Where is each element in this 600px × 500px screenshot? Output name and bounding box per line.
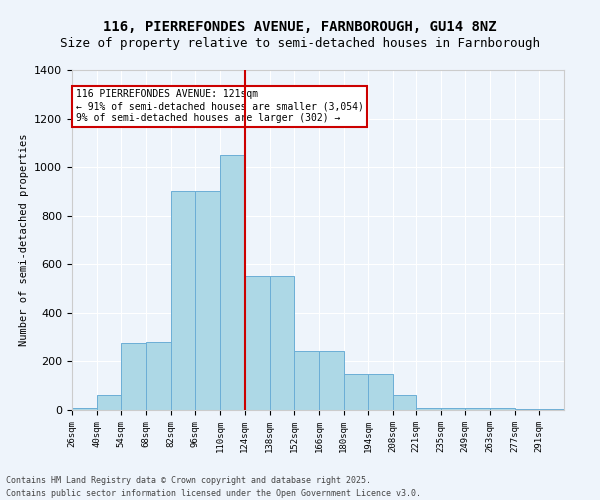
Text: Size of property relative to semi-detached houses in Farnborough: Size of property relative to semi-detach…: [60, 38, 540, 51]
Bar: [171, 192, 196, 410]
Bar: [146, 342, 171, 410]
Bar: [269, 276, 294, 410]
Bar: [416, 408, 440, 410]
Bar: [220, 155, 245, 410]
Text: Contains HM Land Registry data © Crown copyright and database right 2025.: Contains HM Land Registry data © Crown c…: [6, 476, 371, 485]
Bar: [440, 408, 465, 410]
Bar: [196, 192, 220, 410]
Bar: [515, 409, 539, 410]
Bar: [319, 350, 344, 410]
Bar: [539, 409, 564, 410]
Text: 116, PIERREFONDES AVENUE, FARNBOROUGH, GU14 8NZ: 116, PIERREFONDES AVENUE, FARNBOROUGH, G…: [103, 20, 497, 34]
Bar: [490, 408, 515, 410]
Bar: [368, 374, 393, 410]
Y-axis label: Number of semi-detached properties: Number of semi-detached properties: [19, 134, 29, 346]
Bar: [245, 276, 269, 410]
Bar: [121, 343, 146, 410]
Bar: [344, 374, 368, 410]
Bar: [294, 350, 319, 410]
Bar: [97, 396, 121, 410]
Bar: [72, 408, 97, 410]
Text: 116 PIERREFONDES AVENUE: 121sqm
← 91% of semi-detached houses are smaller (3,054: 116 PIERREFONDES AVENUE: 121sqm ← 91% of…: [76, 90, 364, 122]
Bar: [393, 396, 416, 410]
Bar: [465, 408, 490, 410]
Text: Contains public sector information licensed under the Open Government Licence v3: Contains public sector information licen…: [6, 488, 421, 498]
